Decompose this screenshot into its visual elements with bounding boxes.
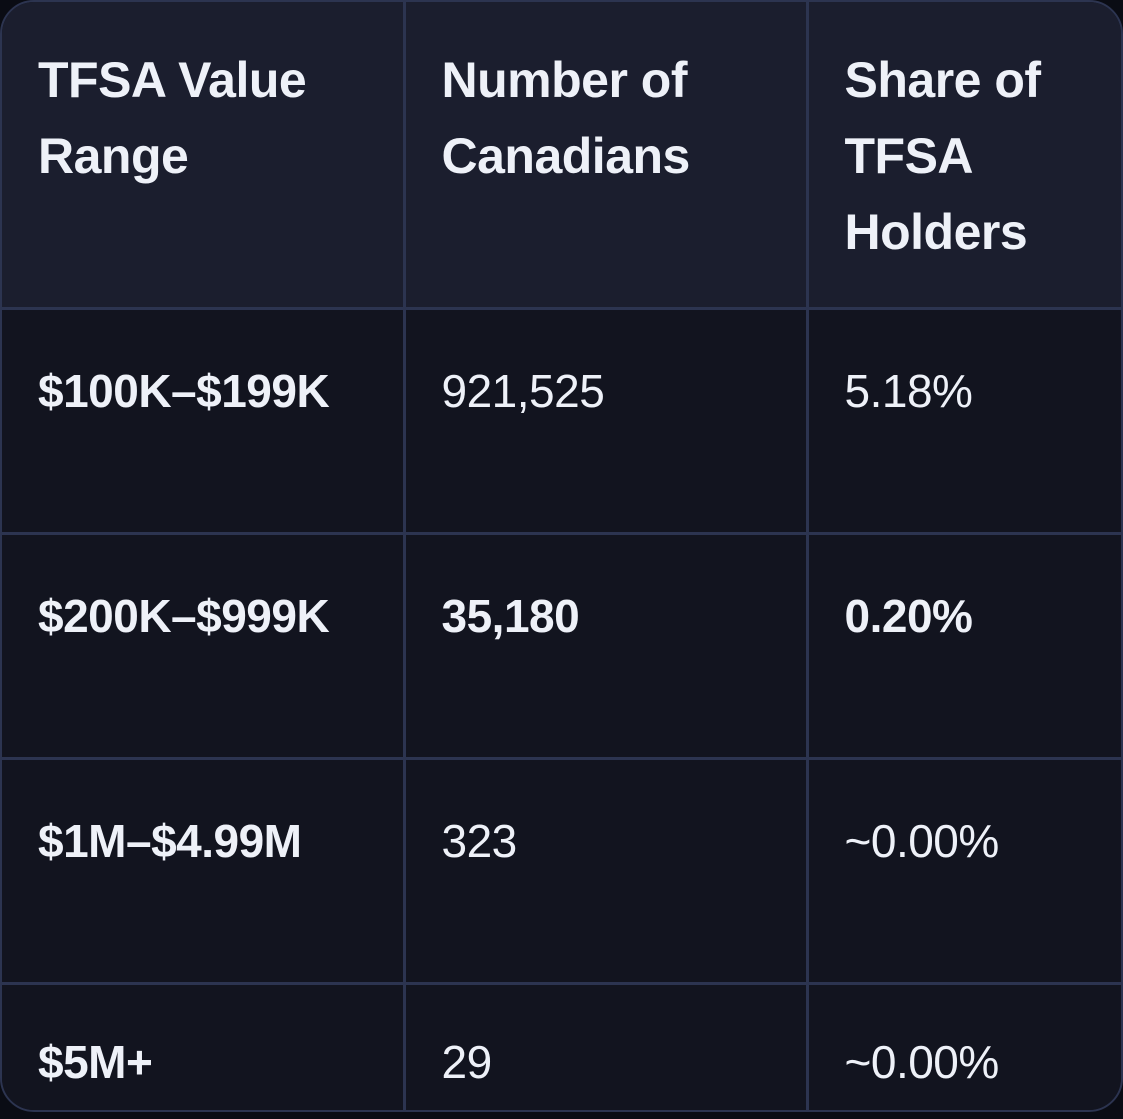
cell-range: $1M–$4.99M (2, 758, 406, 985)
cell-count: 35,180 (404, 533, 809, 760)
cell-count: 921,525 (404, 308, 809, 535)
cell-count: 29 (404, 983, 809, 1110)
cell-share: 0.20% (807, 533, 1121, 760)
table-row: $1M–$4.99M 323 ~0.00% (2, 758, 1121, 985)
cell-range: $5M+ (2, 983, 406, 1110)
cell-range: $200K–$999K (2, 533, 406, 760)
cell-share: ~0.00% (807, 983, 1121, 1110)
header-share-of-holders: Share of TFSA Holders (807, 2, 1121, 310)
table-header-row: TFSA Value Range Number of Canadians Sha… (2, 2, 1121, 310)
cell-share: 5.18% (807, 308, 1121, 535)
table-row: $100K–$199K 921,525 5.18% (2, 308, 1121, 535)
cell-share: ~0.00% (807, 758, 1121, 985)
cell-range: $100K–$199K (2, 308, 406, 535)
table-row: $5M+ 29 ~0.00% (2, 983, 1121, 1110)
table-row: $200K–$999K 35,180 0.20% (2, 533, 1121, 760)
header-value-range: TFSA Value Range (2, 2, 406, 310)
header-number-of-canadians: Number of Canadians (404, 2, 809, 310)
cell-count: 323 (404, 758, 809, 985)
